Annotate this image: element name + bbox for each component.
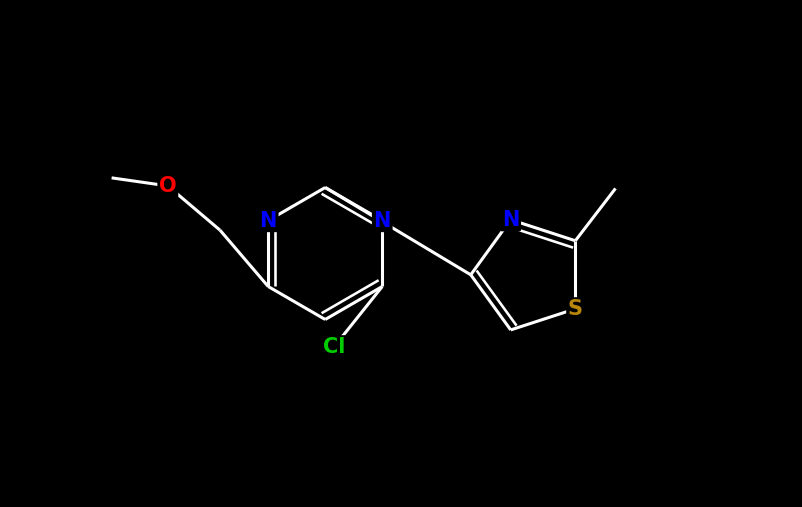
Text: S: S [567, 299, 582, 319]
Text: N: N [373, 210, 391, 231]
Text: N: N [259, 210, 277, 231]
Text: O: O [159, 176, 176, 196]
Text: N: N [501, 210, 519, 230]
Text: Cl: Cl [322, 337, 345, 357]
